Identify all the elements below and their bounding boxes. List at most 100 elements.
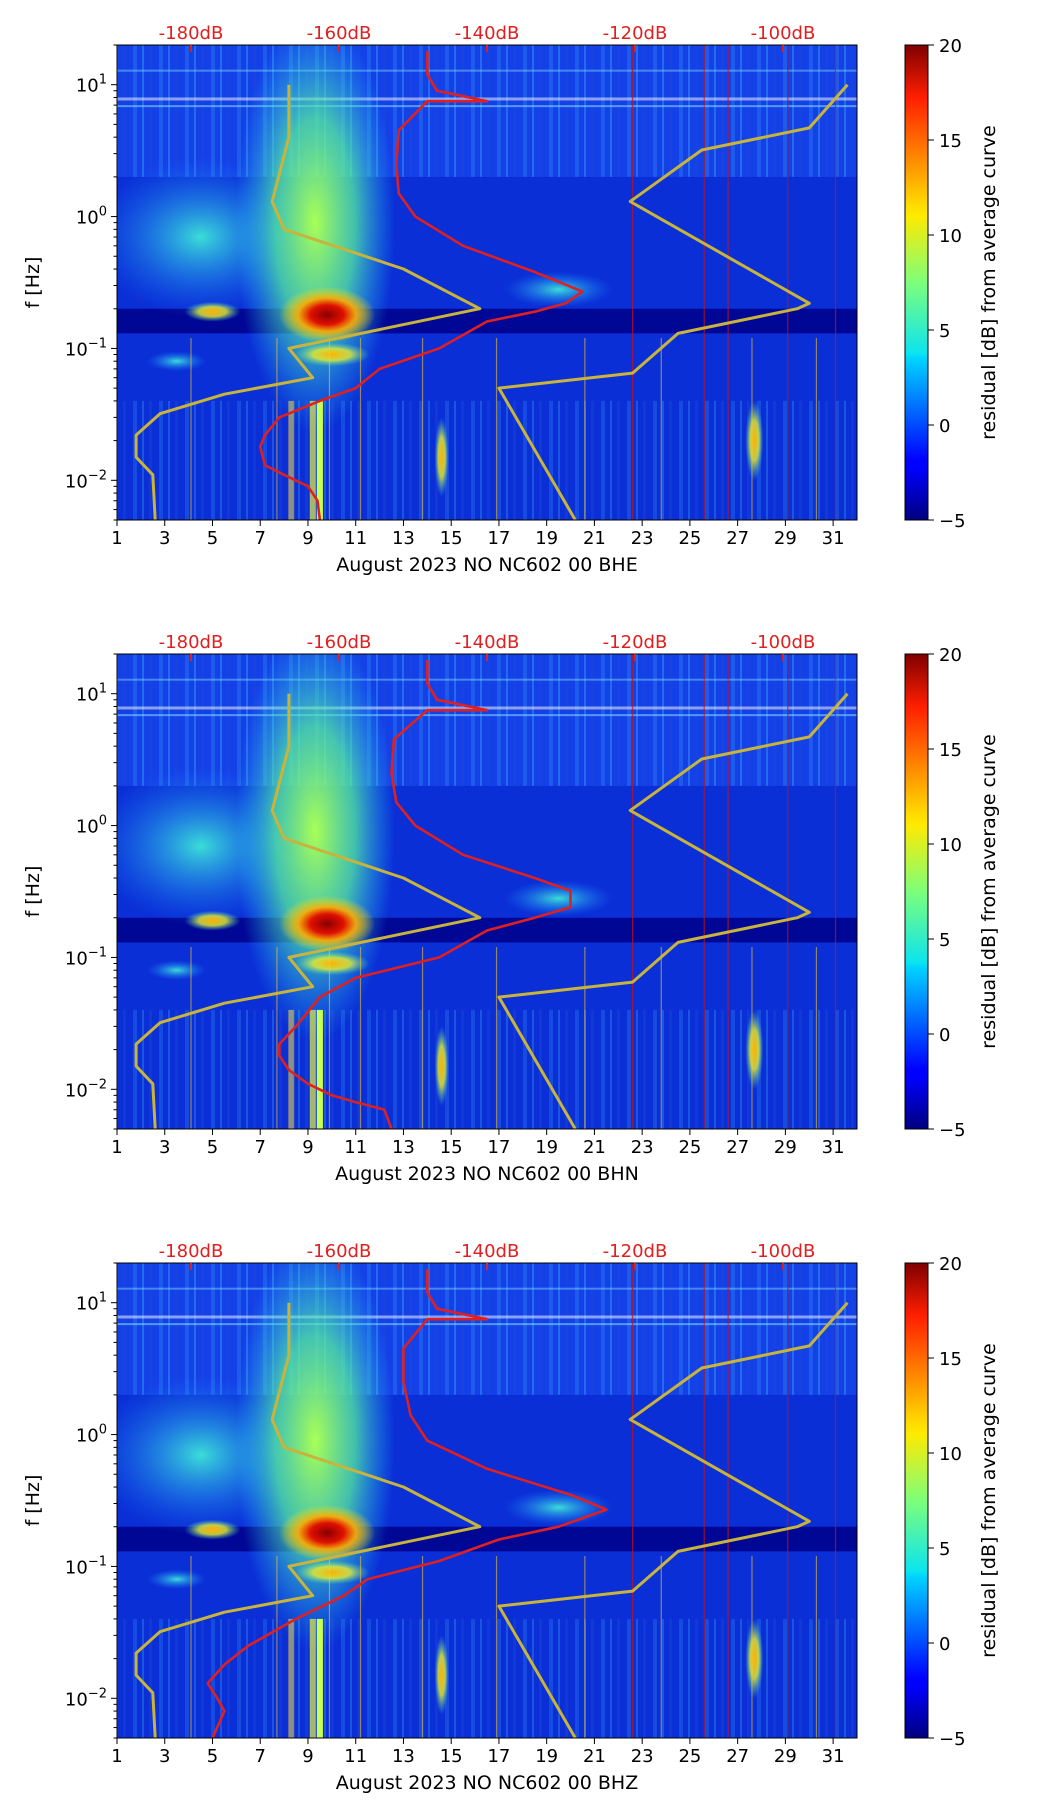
top-db-label: -120dB [603, 23, 668, 44]
colorbar-tick-label: 5 [939, 1539, 950, 1560]
top-db-label: -140dB [455, 1241, 520, 1262]
x-tick-label: 21 [583, 528, 606, 549]
x-tick-label: 31 [822, 1746, 845, 1767]
x-tick-label: 17 [487, 528, 510, 549]
x-axis-label: August 2023 NO NC602 00 BHZ [336, 1772, 638, 1794]
x-tick-label: 13 [392, 528, 415, 549]
y-tick-label: 10−2 [65, 1686, 107, 1710]
x-tick-label: 21 [583, 1746, 606, 1767]
colorbar-tick-label: 0 [939, 1634, 950, 1655]
heatmap-image [117, 1263, 857, 1738]
top-db-label: -140dB [455, 23, 520, 44]
colorbar-tick-label: 0 [939, 1025, 950, 1046]
x-tick-label: 5 [207, 1746, 218, 1767]
heatmap-image [117, 654, 857, 1129]
y-tick-label: 10−2 [65, 1077, 107, 1101]
y-tick-label: 10−1 [65, 1554, 107, 1578]
y-tick-label: 101 [76, 682, 107, 706]
top-db-label: -120dB [603, 632, 668, 653]
x-axis-label: August 2023 NO NC602 00 BHE [336, 554, 637, 576]
x-tick-label: 1 [111, 1746, 122, 1767]
median-psd-curve [278, 660, 572, 1129]
x-tick-label: 7 [254, 1746, 265, 1767]
y-axis-label: f [Hz] [22, 866, 44, 918]
x-tick-label: 29 [774, 1746, 797, 1767]
x-tick-label: 27 [726, 1746, 749, 1767]
colorbar-tick-label: −5 [939, 1729, 966, 1750]
x-tick-label: 21 [583, 1137, 606, 1158]
x-tick-label: 9 [302, 1137, 313, 1158]
x-tick-label: 15 [440, 1746, 463, 1767]
top-db-label: -180dB [159, 23, 224, 44]
x-tick-label: 9 [302, 528, 313, 549]
x-tick-label: 31 [822, 528, 845, 549]
top-db-label: -100dB [751, 23, 816, 44]
x-tick-label: 3 [159, 528, 170, 549]
y-tick-label: 100 [76, 1423, 107, 1447]
x-tick-label: 31 [822, 1137, 845, 1158]
y-axis-label: f [Hz] [22, 257, 44, 309]
x-tick-label: 27 [726, 1137, 749, 1158]
x-tick-label: 7 [254, 528, 265, 549]
x-tick-label: 15 [440, 528, 463, 549]
x-tick-label: 1 [111, 1137, 122, 1158]
colorbar-tick-label: −5 [939, 511, 966, 532]
y-tick-label: 100 [76, 814, 107, 838]
x-tick-label: 1 [111, 528, 122, 549]
colorbar-tick-label: 15 [939, 740, 962, 761]
x-tick-label: 23 [631, 1746, 654, 1767]
top-db-label: -160dB [307, 1241, 372, 1262]
top-db-label: -120dB [603, 1241, 668, 1262]
colorbar-tick-label: 5 [939, 321, 950, 342]
y-tick-label: 10−1 [65, 945, 107, 969]
y-tick-label: 10−2 [65, 468, 107, 492]
y-axis-label: f [Hz] [22, 1475, 44, 1527]
x-tick-label: 17 [487, 1137, 510, 1158]
x-tick-label: 25 [678, 528, 701, 549]
x-tick-label: 5 [207, 1137, 218, 1158]
colorbar-tick-label: 0 [939, 416, 950, 437]
x-tick-label: 11 [344, 1137, 367, 1158]
colorbar-tick-label: 15 [939, 131, 962, 152]
x-axis-label: August 2023 NO NC602 00 BHN [335, 1163, 639, 1185]
y-tick-label: 10−1 [65, 336, 107, 360]
top-db-label: -160dB [307, 632, 372, 653]
noise-model-curve [497, 692, 849, 1129]
median-psd-curve [258, 51, 584, 520]
colorbar-label: residual [dB] from average curve [978, 1343, 1000, 1658]
x-tick-label: 27 [726, 528, 749, 549]
colorbar [904, 653, 929, 1130]
noise-model-curve [134, 1302, 482, 1738]
x-tick-label: 11 [344, 1746, 367, 1767]
x-tick-label: 19 [535, 1746, 558, 1767]
colorbar-label: residual [dB] from average curve [978, 734, 1000, 1049]
heatmap-image [117, 45, 857, 520]
x-tick-label: 23 [631, 1137, 654, 1158]
x-tick-label: 9 [302, 1746, 313, 1767]
top-db-label: -100dB [751, 1241, 816, 1262]
colorbar-tick-label: 5 [939, 930, 950, 951]
colorbar [904, 44, 929, 521]
colorbar-tick-label: −5 [939, 1120, 966, 1141]
y-tick-label: 101 [76, 73, 107, 97]
x-tick-label: 13 [392, 1746, 415, 1767]
top-db-label: -100dB [751, 632, 816, 653]
x-tick-label: 19 [535, 1137, 558, 1158]
x-tick-label: 7 [254, 1137, 265, 1158]
colorbar-tick-label: 20 [939, 36, 962, 57]
colorbar-tick-label: 10 [939, 1444, 962, 1465]
x-tick-label: 23 [631, 528, 654, 549]
x-tick-label: 11 [344, 528, 367, 549]
y-tick-label: 101 [76, 1291, 107, 1315]
median-psd-curve [206, 1269, 608, 1738]
x-tick-label: 19 [535, 528, 558, 549]
top-db-label: -180dB [159, 632, 224, 653]
x-tick-label: 29 [774, 1137, 797, 1158]
colorbar-label: residual [dB] from average curve [978, 125, 1000, 440]
y-tick-label: 100 [76, 205, 107, 229]
top-db-label: -140dB [455, 632, 520, 653]
